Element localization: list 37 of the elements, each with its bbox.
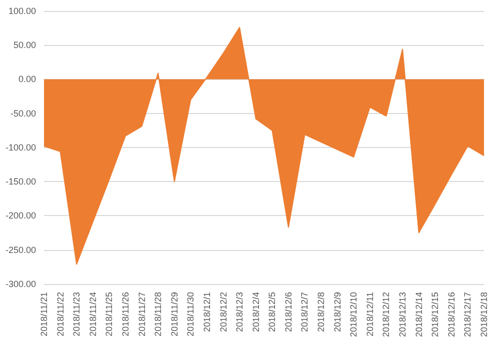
x-tick-label: 2018/11/27 [136, 292, 147, 336]
x-tick-label: 2018/12/2 [218, 292, 228, 332]
x-tick-label: 2018/11/29 [169, 292, 180, 336]
x-tick-label: 2018/11/22 [55, 292, 66, 336]
x-tick-label: 2018/12/6 [283, 292, 294, 332]
x-tick-label: 2018/11/23 [72, 292, 82, 336]
y-tick-label: -150.00 [5, 176, 36, 187]
x-tick-label: 2018/11/21 [39, 292, 49, 336]
y-tick-label: -300.00 [5, 278, 36, 289]
y-tick-label: 0.00 [18, 74, 36, 84]
x-tick-label: 2018/12/17 [462, 292, 473, 338]
x-tick-label: 2018/11/30 [186, 292, 196, 336]
x-tick-label: 2018/12/1 [202, 292, 212, 332]
x-tick-label: 2018/11/26 [120, 292, 130, 336]
x-tick-label: 2018/11/24 [88, 292, 98, 336]
y-tick-label: -100.00 [5, 142, 36, 152]
x-tick-label: 2018/12/18 [479, 292, 489, 338]
x-tick-label: 2018/12/13 [398, 292, 408, 338]
x-tick-label: 2018/12/4 [250, 292, 261, 332]
x-tick-label: 2018/12/11 [364, 292, 375, 336]
y-tick-label: 50.00 [13, 40, 36, 50]
y-tick-label: 100.00 [8, 6, 36, 16]
x-tick-label: 2018/12/8 [316, 292, 326, 332]
x-tick-label: 2018/12/10 [348, 292, 359, 338]
x-tick-label: 2018/12/16 [446, 292, 456, 338]
x-tick-label: 2018/12/5 [267, 292, 278, 332]
y-tick-label: -50.00 [10, 108, 36, 118]
x-tick-label: 2018/12/12 [381, 292, 392, 338]
x-tick-label: 2018/12/7 [300, 292, 310, 332]
x-tick-label: 2018/11/28 [153, 292, 164, 336]
y-tick-label: -200.00 [5, 210, 36, 221]
x-tick-label: 2018/12/3 [234, 292, 245, 332]
y-tick-label: -250.00 [5, 244, 36, 255]
x-tick-label: 2018/12/15 [430, 292, 440, 338]
x-tick-label: 2018/12/14 [414, 292, 424, 338]
x-tick-label: 2018/12/9 [332, 292, 342, 332]
x-tick-label: 2018/11/25 [104, 292, 114, 336]
